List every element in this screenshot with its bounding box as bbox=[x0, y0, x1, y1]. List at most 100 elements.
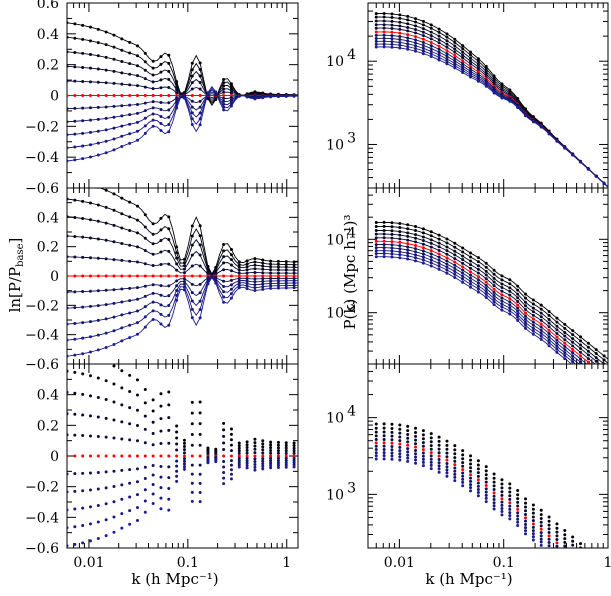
data-point bbox=[414, 44, 418, 48]
data-point bbox=[237, 265, 241, 269]
data-point bbox=[445, 451, 449, 455]
data-point bbox=[461, 59, 465, 63]
data-point bbox=[81, 37, 85, 41]
data-point bbox=[96, 304, 100, 308]
data-point bbox=[190, 123, 194, 127]
data-point bbox=[508, 303, 512, 307]
data-point bbox=[253, 468, 257, 472]
data-point bbox=[421, 46, 425, 50]
data-point bbox=[81, 471, 85, 475]
data-point bbox=[143, 315, 147, 319]
data-point bbox=[421, 242, 425, 246]
data-point bbox=[406, 245, 410, 249]
data-point bbox=[151, 432, 155, 436]
data-point bbox=[421, 37, 425, 41]
data-point bbox=[143, 476, 147, 480]
data-point bbox=[229, 292, 233, 296]
data-point bbox=[175, 442, 179, 446]
data-point bbox=[151, 80, 155, 84]
data-point bbox=[222, 441, 226, 445]
data-point bbox=[421, 433, 425, 437]
data-point bbox=[292, 265, 296, 269]
data-point bbox=[292, 276, 296, 280]
data-point bbox=[73, 158, 77, 162]
data-point bbox=[198, 243, 202, 247]
data-point bbox=[229, 463, 233, 467]
data-point bbox=[167, 238, 171, 242]
data-point bbox=[508, 306, 512, 310]
data-point bbox=[229, 89, 233, 93]
data-point bbox=[269, 281, 273, 285]
data-point bbox=[128, 336, 132, 340]
data-point bbox=[437, 41, 441, 45]
data-point bbox=[104, 81, 108, 85]
data-point bbox=[222, 434, 226, 438]
data-point bbox=[104, 345, 108, 349]
data-point bbox=[390, 457, 394, 461]
data-point bbox=[190, 472, 194, 476]
data-point bbox=[81, 216, 85, 220]
data-point bbox=[269, 276, 273, 280]
data-point bbox=[269, 440, 273, 444]
data-point bbox=[222, 108, 226, 112]
data-point bbox=[374, 12, 378, 16]
data-point bbox=[374, 430, 378, 434]
data-point bbox=[555, 554, 558, 557]
data-point bbox=[390, 438, 394, 442]
data-point bbox=[175, 106, 179, 110]
data-point bbox=[547, 534, 551, 538]
data-point bbox=[159, 94, 163, 97]
data-point bbox=[73, 542, 77, 546]
data-point bbox=[245, 461, 249, 465]
data-point bbox=[67, 197, 69, 201]
data-point bbox=[390, 40, 394, 44]
data-point bbox=[469, 59, 473, 63]
data-point bbox=[245, 271, 249, 275]
data-point bbox=[128, 94, 132, 97]
data-point bbox=[167, 94, 171, 97]
data-point bbox=[284, 465, 288, 469]
data-point bbox=[167, 122, 171, 126]
data-point bbox=[159, 392, 163, 396]
data-point bbox=[492, 294, 496, 298]
data-point bbox=[548, 550, 551, 553]
data-point bbox=[182, 462, 186, 466]
data-point bbox=[120, 60, 124, 64]
data-point bbox=[445, 265, 449, 269]
data-point bbox=[128, 481, 132, 485]
data-point bbox=[469, 486, 473, 490]
data-point bbox=[67, 234, 69, 238]
data-point bbox=[437, 255, 441, 259]
data-point bbox=[594, 352, 598, 356]
data-point bbox=[437, 264, 441, 268]
data-point bbox=[143, 213, 147, 217]
data-point bbox=[508, 511, 512, 515]
data-point bbox=[190, 307, 194, 311]
data-point bbox=[461, 274, 465, 278]
data-point bbox=[151, 106, 155, 110]
data-point bbox=[284, 454, 288, 458]
data-point bbox=[81, 51, 85, 55]
data-point bbox=[461, 268, 465, 272]
data-point bbox=[292, 463, 296, 467]
data-point bbox=[437, 50, 441, 54]
data-point bbox=[398, 46, 402, 50]
data-point bbox=[190, 264, 194, 268]
panel-left-bottom: 0.01 0.1 10.40.20−0.2−0.4−0.6 bbox=[25, 363, 299, 571]
data-point bbox=[414, 445, 418, 449]
data-point bbox=[167, 390, 171, 394]
x-tick-label: 0.1 bbox=[177, 555, 199, 571]
data-point bbox=[237, 451, 241, 455]
data-point bbox=[190, 463, 194, 467]
data-point bbox=[269, 286, 273, 290]
data-point bbox=[151, 483, 155, 487]
data-point bbox=[104, 454, 108, 458]
data-point bbox=[253, 260, 257, 264]
data-point bbox=[81, 290, 85, 294]
data-point bbox=[269, 451, 273, 455]
data-point bbox=[81, 506, 85, 510]
data-point bbox=[563, 338, 567, 342]
data-point bbox=[547, 344, 551, 348]
data-point bbox=[104, 288, 108, 292]
data-point bbox=[531, 515, 535, 519]
